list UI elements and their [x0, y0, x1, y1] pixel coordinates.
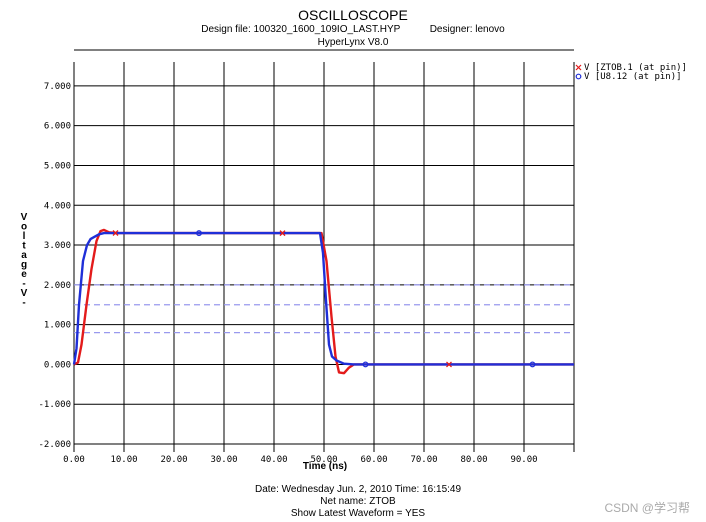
y-tick-label: 1.000 — [44, 321, 71, 331]
y-tick-label: 3.000 — [44, 241, 71, 251]
y-axis-label-char: g — [21, 260, 27, 271]
y-tick-label: 2.000 — [44, 281, 71, 291]
x-tick-label: 90.00 — [510, 455, 537, 465]
circle-marker — [196, 230, 202, 237]
x-tick-label: 10.00 — [110, 455, 137, 465]
legend-entry: V [ZTOB.1 (at pin)] — [584, 63, 687, 73]
chart-title: OSCILLOSCOPE — [298, 7, 408, 23]
design-info: Design file: 100320_1600_109IO_LAST.HYP … — [0, 24, 706, 35]
grid-lines — [73, 62, 575, 452]
y-axis-label-char: a — [21, 250, 27, 261]
design-file-label: Design file: 100320_1600_109IO_LAST.HYP — [201, 24, 401, 35]
y-axis-label-char: - — [22, 298, 25, 309]
waveforms — [72, 228, 574, 375]
y-tick-label: 0.000 — [44, 360, 71, 370]
x-marker-stroke — [446, 361, 452, 368]
y-tick-label: 4.000 — [44, 201, 71, 211]
y-tick-label: 7.000 — [44, 82, 71, 92]
circle-marker — [362, 361, 369, 368]
x-tick-label: 40.00 — [260, 455, 287, 465]
x-tick-label: 70.00 — [410, 455, 437, 465]
y-tick-label: 5.000 — [44, 161, 71, 171]
x-marker — [112, 230, 119, 236]
designer-label: Designer: lenovo — [429, 24, 505, 35]
net-name: Net name: ZTOB — [320, 496, 396, 507]
legend: V [ZTOB.1 (at pin)]V [U8.12 (at pin)] — [575, 63, 687, 82]
x-tick-label: 80.00 — [460, 455, 487, 465]
x-marker — [279, 230, 286, 237]
x-tick-label: 0.00 — [63, 455, 85, 465]
y-axis-label-char: V — [21, 288, 28, 299]
x-tick-label: 30.00 — [210, 455, 237, 465]
capture-date: Date: Wednesday Jun. 2, 2010 Time: 16:15… — [254, 484, 462, 495]
y-axis-label-char: e — [21, 269, 27, 280]
software-version: HyperLynx V8.0 — [317, 37, 389, 48]
legend-circle-marker — [575, 73, 582, 80]
x-tick-label: 60.00 — [360, 455, 387, 465]
x-tick-label: 50.00 — [310, 455, 337, 465]
watermark: CSDN @学习帮 — [604, 501, 690, 515]
y-tick-label: -1.000 — [38, 400, 71, 410]
legend-x-marker — [575, 64, 582, 71]
x-tick-label: 20.00 — [160, 455, 187, 465]
circle-marker — [529, 361, 536, 368]
waveform-mode: Show Latest Waveform = YES — [290, 508, 426, 519]
waveform-blue — [72, 231, 574, 366]
y-axis-label-char: l — [23, 231, 26, 242]
x-marker-stroke — [279, 230, 286, 237]
y-axis-label-char: - — [22, 279, 25, 290]
x-tick-labels: 0.00 10.00 20.00 30.00 40.00 50.00 60.00 70.00 8… — [63, 455, 537, 465]
x-marker-stroke — [112, 230, 119, 236]
y-axis-label-char: V — [21, 212, 28, 223]
x-axis-label: Time (ns) — [303, 461, 347, 472]
y-axis-label-char: o — [21, 222, 27, 233]
y-tick-label: -2.000 — [38, 440, 71, 450]
y-tick-label: 6.000 — [44, 122, 71, 132]
y-tick-labels: 7.000 6.000 5.000 4.000 3.000 2.000 1.000 0.000… — [38, 82, 71, 450]
y-axis-label-char: t — [22, 241, 26, 252]
legend-entry: V [U8.12 (at pin)] — [584, 72, 682, 82]
x-marker — [446, 361, 452, 368]
